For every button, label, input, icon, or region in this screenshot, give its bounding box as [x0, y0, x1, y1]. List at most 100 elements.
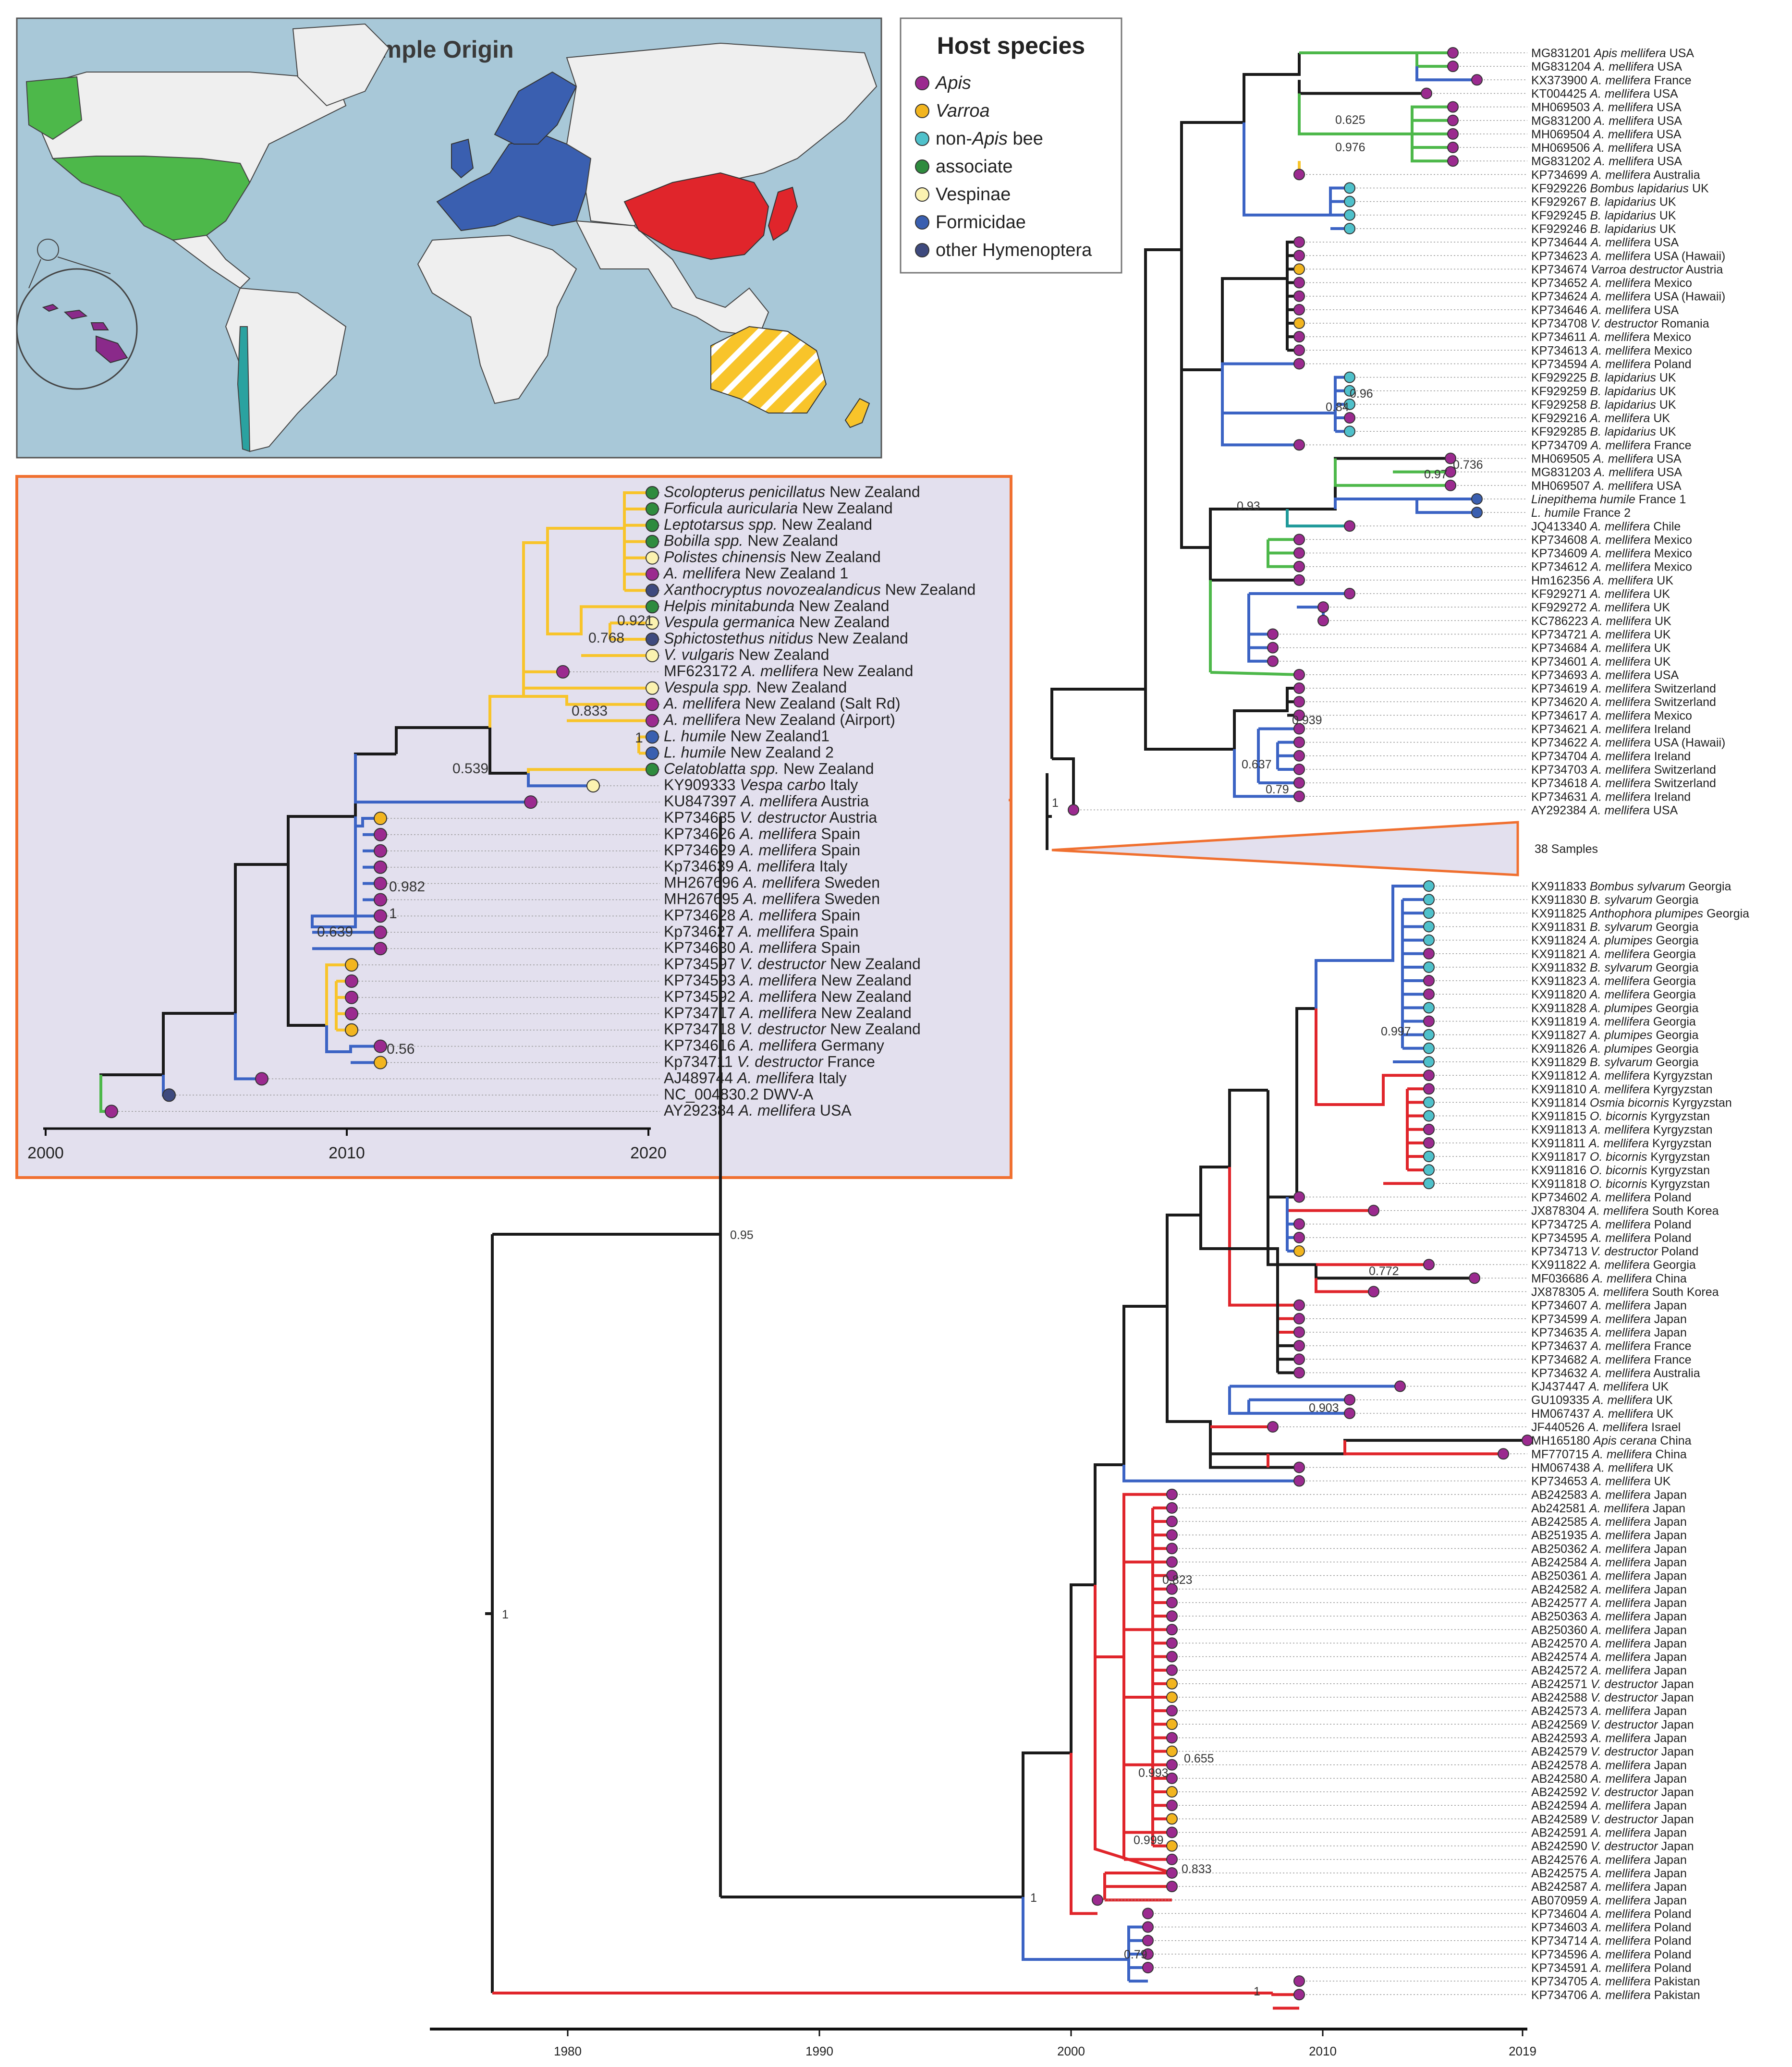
- tip-label: KP734682 A. mellifera France: [1531, 1353, 1692, 1366]
- tip-label: MH267695 A. mellifera Sweden: [664, 890, 880, 908]
- support-value: 0.79: [1266, 783, 1289, 796]
- tree-branch: [1286, 509, 1350, 528]
- tip-node-apis: [1447, 61, 1459, 73]
- tip-node-associate: [646, 502, 659, 516]
- tip-label: KF929245 B. lapidarius UK: [1531, 209, 1676, 222]
- tree-branch: [1094, 1463, 1124, 1585]
- map-hawaii: [42, 304, 128, 364]
- map-scandinavia: [494, 71, 577, 145]
- tip-label: KP734632 A. mellifera Australia: [1531, 1366, 1700, 1380]
- tree-branch: [546, 491, 652, 592]
- tip-label: Sphictostethus nitidus New Zealand: [664, 630, 908, 647]
- tip-node-varroa: [1166, 1745, 1178, 1757]
- support-value: 1: [635, 730, 643, 746]
- tip-label: KP734618 A. mellifera Switzerland: [1531, 777, 1716, 790]
- tip-label: Helpis minitabunda New Zealand: [664, 597, 890, 614]
- tip-node-apis: [1293, 236, 1305, 248]
- tip-label: KP734704 A. mellifera Ireland: [1531, 750, 1691, 763]
- tip-label: KP734705 A. mellifera Pakistan: [1531, 1975, 1700, 1988]
- tip-node-apis: [1423, 1123, 1435, 1135]
- tip-node-apis: [1293, 682, 1305, 694]
- support-value: 1: [1052, 796, 1059, 810]
- tip-node-apis: [1166, 1664, 1178, 1676]
- tip-label: KP734602 A. mellifera Poland: [1531, 1191, 1692, 1204]
- tip-label: KP734594 A. mellifera Poland: [1531, 357, 1692, 371]
- support-value: 0.97: [1424, 468, 1448, 481]
- tip-node-apis: [1293, 750, 1305, 762]
- tip-node-nonapis: [1344, 195, 1355, 207]
- map-chile: [237, 326, 251, 452]
- tip-label: KX911814 Osmia bicornis Kyrgyzstan: [1531, 1096, 1732, 1109]
- tip-label: AB242576 A. mellifera Japan: [1531, 1853, 1687, 1867]
- tree-branch: [311, 816, 380, 950]
- tip-node-apis: [345, 990, 358, 1004]
- tip-label: KP734713 V. destructor Poland: [1531, 1245, 1698, 1258]
- tip-node-apis: [1368, 1286, 1379, 1298]
- support-value: 0.96: [1350, 387, 1373, 401]
- tip-node-apis: [1293, 777, 1305, 789]
- tip-node-apis: [1423, 1137, 1435, 1149]
- tip-node-apis: [1293, 763, 1305, 775]
- tip-label: KP734620 A. mellifera Switzerland: [1531, 695, 1716, 709]
- tree-branch: [1415, 53, 1453, 68]
- tip-label: KF929216 A. mellifera UK: [1531, 412, 1670, 425]
- support-value: 0.95: [730, 1228, 754, 1242]
- legend-associate-label: associate: [936, 157, 1013, 177]
- tip-node-apis: [1293, 344, 1305, 356]
- tip-label: L. humile France 2: [1531, 506, 1631, 520]
- support-value: 0.639: [317, 924, 353, 940]
- tip-node-apis: [1293, 709, 1305, 721]
- tip-node-apis: [1166, 1637, 1178, 1649]
- map-japan: [768, 186, 798, 241]
- tip-label: KP734703 A. mellifera Switzerland: [1531, 763, 1716, 777]
- support-value: 0.79: [1124, 1948, 1147, 1961]
- tip-node-apis: [1142, 1962, 1154, 1973]
- tip-node-apis: [1423, 988, 1435, 1000]
- tip-label: KP734708 V. destructor Romania: [1531, 317, 1709, 330]
- tip-label: KU847397 A. mellifera Austria: [664, 792, 869, 810]
- tip-label: KP734646 A. mellifera USA: [1531, 304, 1679, 317]
- tip-label: MH069506 A. mellifera USA: [1531, 141, 1682, 155]
- tree-branch: [1144, 689, 1234, 751]
- tip-node-apis: [646, 714, 659, 728]
- tip-label: KP734609 A. mellifera Mexico: [1531, 547, 1692, 560]
- tip-node-apis: [1293, 1353, 1305, 1365]
- tip-label: KP734706 A. mellifera Pakistan: [1531, 1988, 1700, 2002]
- tip-label: AB242590 V. destructor Japan: [1531, 1840, 1694, 1853]
- tip-label: KP734631 A. mellifera Ireland: [1531, 790, 1691, 803]
- tip-label: AB242580 A. mellifera Japan: [1531, 1772, 1687, 1786]
- legend-apis-swatch: [915, 76, 929, 90]
- tip-label: KP734699 A. mellifera Australia: [1531, 168, 1700, 182]
- tip-node-apis: [1166, 1800, 1178, 1812]
- tip-label: KP734591 A. mellifera Poland: [1531, 1961, 1692, 1975]
- tip-label: MH267696 A. mellifera Sweden: [664, 874, 880, 891]
- tip-node-associate: [646, 486, 659, 499]
- tip-label: KX911828 A. plumipes Georgia: [1531, 1001, 1698, 1015]
- host-species-legend: Host species Apis Varroa non-Apis bee assoc…: [900, 17, 1122, 274]
- tip-node-nonapis: [1344, 182, 1355, 194]
- tree-branch: [1022, 1751, 1071, 1897]
- tip-label: Kp734711 V. destructor France: [664, 1053, 875, 1070]
- tip-label: AB250362 A. mellifera Japan: [1531, 1542, 1687, 1556]
- tip-label: KP734597 V. destructor New Zealand: [664, 955, 921, 973]
- tip-node-apis: [1293, 547, 1305, 559]
- tip-node-apis: [1293, 696, 1305, 708]
- tip-label: V. vulgaris New Zealand: [664, 646, 829, 663]
- tip-label: Celatoblatta spp. New Zealand: [664, 760, 874, 777]
- support-value: 0.999: [1134, 1834, 1164, 1847]
- tip-node-apis: [1142, 1934, 1154, 1946]
- tip-label: AJ489744 A. mellifera Italy: [664, 1069, 847, 1086]
- tree-branch: [1022, 1897, 1148, 1983]
- map-hawaii-locator: [37, 239, 59, 261]
- tip-label: KP734621 A. mellifera Ireland: [1531, 723, 1691, 736]
- tip-node-associate: [646, 763, 659, 777]
- tip-node-apis: [646, 697, 659, 711]
- tree-branch: [1228, 1385, 1400, 1415]
- tree-branch: [1166, 1214, 1201, 1306]
- map-east-asia: [623, 172, 769, 260]
- tip-node-apis: [1344, 412, 1355, 424]
- tip-label: A. mellifera New Zealand (Salt Rd): [663, 695, 901, 712]
- legend-title: Host species: [937, 32, 1085, 59]
- tip-label: KX911819 A. mellifera Georgia: [1531, 1015, 1696, 1029]
- tip-label: AB242577 A. mellifera Japan: [1531, 1596, 1687, 1610]
